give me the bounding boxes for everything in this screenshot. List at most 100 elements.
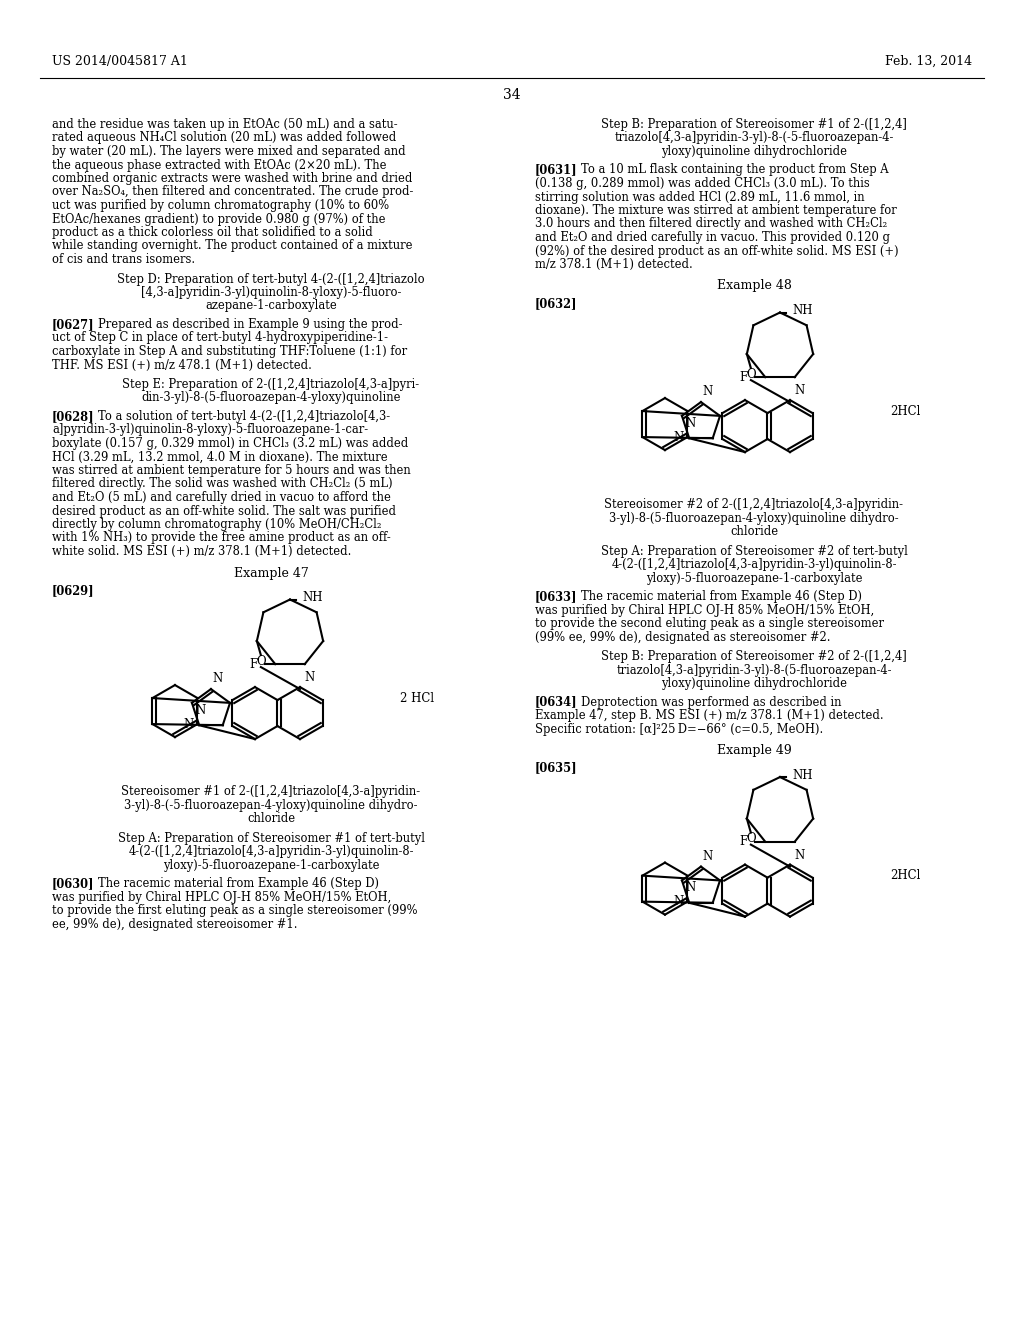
Text: Example 47, step B. MS ESI (+) m/z 378.1 (M+1) detected.: Example 47, step B. MS ESI (+) m/z 378.1… xyxy=(535,709,884,722)
Text: N: N xyxy=(673,430,683,444)
Text: was purified by Chiral HPLC OJ-H 85% MeOH/15% EtOH,: was purified by Chiral HPLC OJ-H 85% MeO… xyxy=(52,891,391,904)
Text: (99% ee, 99% de), designated as stereoisomer #2.: (99% ee, 99% de), designated as stereois… xyxy=(535,631,830,644)
Text: Step D: Preparation of tert-butyl 4-(2-([1,2,4]triazolo: Step D: Preparation of tert-butyl 4-(2-(… xyxy=(117,272,425,285)
Text: 3-yl)-8-(5-fluoroazepan-4-yloxy)quinoline dihydro-: 3-yl)-8-(5-fluoroazepan-4-yloxy)quinolin… xyxy=(609,512,899,524)
Text: yloxy)-5-fluoroazepane-1-carboxylate: yloxy)-5-fluoroazepane-1-carboxylate xyxy=(646,572,862,585)
Text: N: N xyxy=(673,895,683,908)
Text: N: N xyxy=(794,849,804,862)
Text: US 2014/0045817 A1: US 2014/0045817 A1 xyxy=(52,55,187,69)
Text: white solid. MS ESI (+) m/z 378.1 (M+1) detected.: white solid. MS ESI (+) m/z 378.1 (M+1) … xyxy=(52,545,351,558)
Text: Step A: Preparation of Stereoisomer #1 of tert-butyl: Step A: Preparation of Stereoisomer #1 o… xyxy=(118,832,425,845)
Text: [0633]: [0633] xyxy=(535,590,578,603)
Text: stirring solution was added HCl (2.89 mL, 11.6 mmol, in: stirring solution was added HCl (2.89 mL… xyxy=(535,190,864,203)
Text: NH: NH xyxy=(792,304,812,317)
Text: and Et₂O and dried carefully in vacuo. This provided 0.120 g: and Et₂O and dried carefully in vacuo. T… xyxy=(535,231,890,244)
Text: HCl (3.29 mL, 13.2 mmol, 4.0 M in dioxane). The mixture: HCl (3.29 mL, 13.2 mmol, 4.0 M in dioxan… xyxy=(52,450,388,463)
Text: m/z 378.1 (M+1) detected.: m/z 378.1 (M+1) detected. xyxy=(535,257,693,271)
Text: Deprotection was performed as described in: Deprotection was performed as described … xyxy=(581,696,842,709)
Text: [0628]: [0628] xyxy=(52,411,94,422)
Text: by water (20 mL). The layers were mixed and separated and: by water (20 mL). The layers were mixed … xyxy=(52,145,406,158)
Text: azepane-1-carboxylate: azepane-1-carboxylate xyxy=(205,300,337,313)
Text: desired product as an off-white solid. The salt was purified: desired product as an off-white solid. T… xyxy=(52,504,396,517)
Text: F: F xyxy=(739,836,748,849)
Text: a]pyridin-3-yl)quinolin-8-yloxy)-5-fluoroazepane-1-car-: a]pyridin-3-yl)quinolin-8-yloxy)-5-fluor… xyxy=(52,424,368,437)
Text: N: N xyxy=(195,704,205,717)
Text: Step B: Preparation of Stereoisomer #1 of 2-([1,2,4]: Step B: Preparation of Stereoisomer #1 o… xyxy=(601,117,907,131)
Text: O: O xyxy=(746,832,756,845)
Text: triazolo[4,3-a]pyridin-3-yl)-8-(-5-fluoroazepan-4-: triazolo[4,3-a]pyridin-3-yl)-8-(-5-fluor… xyxy=(614,132,894,144)
Text: carboxylate in Step A and substituting THF:Toluene (1:1) for: carboxylate in Step A and substituting T… xyxy=(52,345,408,358)
Text: N: N xyxy=(702,850,713,863)
Text: N: N xyxy=(685,882,695,895)
Text: product as a thick colorless oil that solidified to a solid: product as a thick colorless oil that so… xyxy=(52,226,373,239)
Text: [0631]: [0631] xyxy=(535,164,578,177)
Text: and Et₂O (5 mL) and carefully dried in vacuo to afford the: and Et₂O (5 mL) and carefully dried in v… xyxy=(52,491,391,504)
Text: Example 49: Example 49 xyxy=(717,744,792,758)
Text: 4-(2-([1,2,4]triazolo[4,3-a]pyridin-3-yl)quinolin-8-: 4-(2-([1,2,4]triazolo[4,3-a]pyridin-3-yl… xyxy=(128,845,414,858)
Text: 3.0 hours and then filtered directly and washed with CH₂Cl₂: 3.0 hours and then filtered directly and… xyxy=(535,218,887,231)
Text: N: N xyxy=(794,384,804,397)
Text: dioxane). The mixture was stirred at ambient temperature for: dioxane). The mixture was stirred at amb… xyxy=(535,205,897,216)
Text: The racemic material from Example 46 (Step D): The racemic material from Example 46 (St… xyxy=(98,876,379,890)
Text: NH: NH xyxy=(302,591,323,605)
Text: O: O xyxy=(746,367,756,380)
Text: to provide the first eluting peak as a single stereoisomer (99%: to provide the first eluting peak as a s… xyxy=(52,904,418,917)
Text: F: F xyxy=(739,371,748,384)
Text: 34: 34 xyxy=(503,88,521,102)
Text: Step B: Preparation of Stereoisomer #2 of 2-([1,2,4]: Step B: Preparation of Stereoisomer #2 o… xyxy=(601,649,907,663)
Text: [0634]: [0634] xyxy=(535,696,578,709)
Text: uct of Step C in place of tert-butyl 4-hydroxypiperidine-1-: uct of Step C in place of tert-butyl 4-h… xyxy=(52,331,388,345)
Text: To a solution of tert-butyl 4-(2-([1,2,4]triazolo[4,3-: To a solution of tert-butyl 4-(2-([1,2,4… xyxy=(98,411,390,422)
Text: 2HCl: 2HCl xyxy=(890,869,921,882)
Text: [0632]: [0632] xyxy=(535,297,578,310)
Text: filtered directly. The solid was washed with CH₂Cl₂ (5 mL): filtered directly. The solid was washed … xyxy=(52,478,392,491)
Text: the aqueous phase extracted with EtOAc (2×20 mL). The: the aqueous phase extracted with EtOAc (… xyxy=(52,158,386,172)
Text: was stirred at ambient temperature for 5 hours and was then: was stirred at ambient temperature for 5… xyxy=(52,465,411,477)
Text: Step A: Preparation of Stereoisomer #2 of tert-butyl: Step A: Preparation of Stereoisomer #2 o… xyxy=(600,545,907,557)
Text: chloride: chloride xyxy=(730,525,778,539)
Text: [0635]: [0635] xyxy=(535,762,578,775)
Text: Feb. 13, 2014: Feb. 13, 2014 xyxy=(885,55,972,69)
Text: [0629]: [0629] xyxy=(52,583,94,597)
Text: EtOAc/hexanes gradient) to provide 0.980 g (97%) of the: EtOAc/hexanes gradient) to provide 0.980… xyxy=(52,213,385,226)
Text: combined organic extracts were washed with brine and dried: combined organic extracts were washed wi… xyxy=(52,172,413,185)
Text: boxylate (0.157 g, 0.329 mmol) in CHCl₃ (3.2 mL) was added: boxylate (0.157 g, 0.329 mmol) in CHCl₃ … xyxy=(52,437,409,450)
Text: of cis and trans isomers.: of cis and trans isomers. xyxy=(52,253,196,267)
Text: N: N xyxy=(685,417,695,430)
Text: directly by column chromatography (10% MeOH/CH₂Cl₂: directly by column chromatography (10% M… xyxy=(52,517,382,531)
Text: Example 48: Example 48 xyxy=(717,280,792,293)
Text: and the residue was taken up in EtOAc (50 mL) and a satu-: and the residue was taken up in EtOAc (5… xyxy=(52,117,397,131)
Text: [0627]: [0627] xyxy=(52,318,94,331)
Text: N: N xyxy=(304,671,314,684)
Text: yloxy)quinoline dihydrochloride: yloxy)quinoline dihydrochloride xyxy=(662,145,847,158)
Text: Step E: Preparation of 2-([1,2,4]triazolo[4,3-a]pyri-: Step E: Preparation of 2-([1,2,4]triazol… xyxy=(123,378,420,391)
Text: chloride: chloride xyxy=(247,812,295,825)
Text: (92%) of the desired product as an off-white solid. MS ESI (+): (92%) of the desired product as an off-w… xyxy=(535,244,899,257)
Text: 2 HCl: 2 HCl xyxy=(400,692,434,705)
Text: to provide the second eluting peak as a single stereoisomer: to provide the second eluting peak as a … xyxy=(535,616,884,630)
Text: (0.138 g, 0.289 mmol) was added CHCl₃ (3.0 mL). To this: (0.138 g, 0.289 mmol) was added CHCl₃ (3… xyxy=(535,177,869,190)
Text: rated aqueous NH₄Cl solution (20 mL) was added followed: rated aqueous NH₄Cl solution (20 mL) was… xyxy=(52,132,396,144)
Text: N: N xyxy=(212,672,222,685)
Text: [4,3-a]pyridin-3-yl)quinolin-8-yloxy)-5-fluoro-: [4,3-a]pyridin-3-yl)quinolin-8-yloxy)-5-… xyxy=(141,286,401,300)
Text: F: F xyxy=(249,657,257,671)
Text: with 1% NH₃) to provide the free amine product as an off-: with 1% NH₃) to provide the free amine p… xyxy=(52,532,391,544)
Text: yloxy)quinoline dihydrochloride: yloxy)quinoline dihydrochloride xyxy=(662,677,847,690)
Text: N: N xyxy=(183,718,194,730)
Text: Specific rotation: [α]²25 D=−66° (c=0.5, MeOH).: Specific rotation: [α]²25 D=−66° (c=0.5,… xyxy=(535,722,823,735)
Text: din-3-yl)-8-(5-fluoroazepan-4-yloxy)quinoline: din-3-yl)-8-(5-fluoroazepan-4-yloxy)quin… xyxy=(141,392,400,404)
Text: NH: NH xyxy=(792,768,812,781)
Text: over Na₂SO₄, then filtered and concentrated. The crude prod-: over Na₂SO₄, then filtered and concentra… xyxy=(52,186,414,198)
Text: 3-yl)-8-(-5-fluoroazepan-4-yloxy)quinoline dihydro-: 3-yl)-8-(-5-fluoroazepan-4-yloxy)quinoli… xyxy=(124,799,418,812)
Text: Example 47: Example 47 xyxy=(233,566,308,579)
Text: while standing overnight. The product contained of a mixture: while standing overnight. The product co… xyxy=(52,239,413,252)
Text: ee, 99% de), designated stereoisomer #1.: ee, 99% de), designated stereoisomer #1. xyxy=(52,917,298,931)
Text: THF. MS ESI (+) m/z 478.1 (M+1) detected.: THF. MS ESI (+) m/z 478.1 (M+1) detected… xyxy=(52,359,312,371)
Text: Stereoisomer #2 of 2-([1,2,4]triazolo[4,3-a]pyridin-: Stereoisomer #2 of 2-([1,2,4]triazolo[4,… xyxy=(604,498,903,511)
Text: O: O xyxy=(256,655,265,668)
Text: 4-(2-([1,2,4]triazolo[4,3-a]pyridin-3-yl)quinolin-8-: 4-(2-([1,2,4]triazolo[4,3-a]pyridin-3-yl… xyxy=(611,558,897,572)
Text: uct was purified by column chromatography (10% to 60%: uct was purified by column chromatograph… xyxy=(52,199,389,213)
Text: 2HCl: 2HCl xyxy=(890,404,921,417)
Text: Stereoisomer #1 of 2-([1,2,4]triazolo[4,3-a]pyridin-: Stereoisomer #1 of 2-([1,2,4]triazolo[4,… xyxy=(122,785,421,799)
Text: [0630]: [0630] xyxy=(52,876,94,890)
